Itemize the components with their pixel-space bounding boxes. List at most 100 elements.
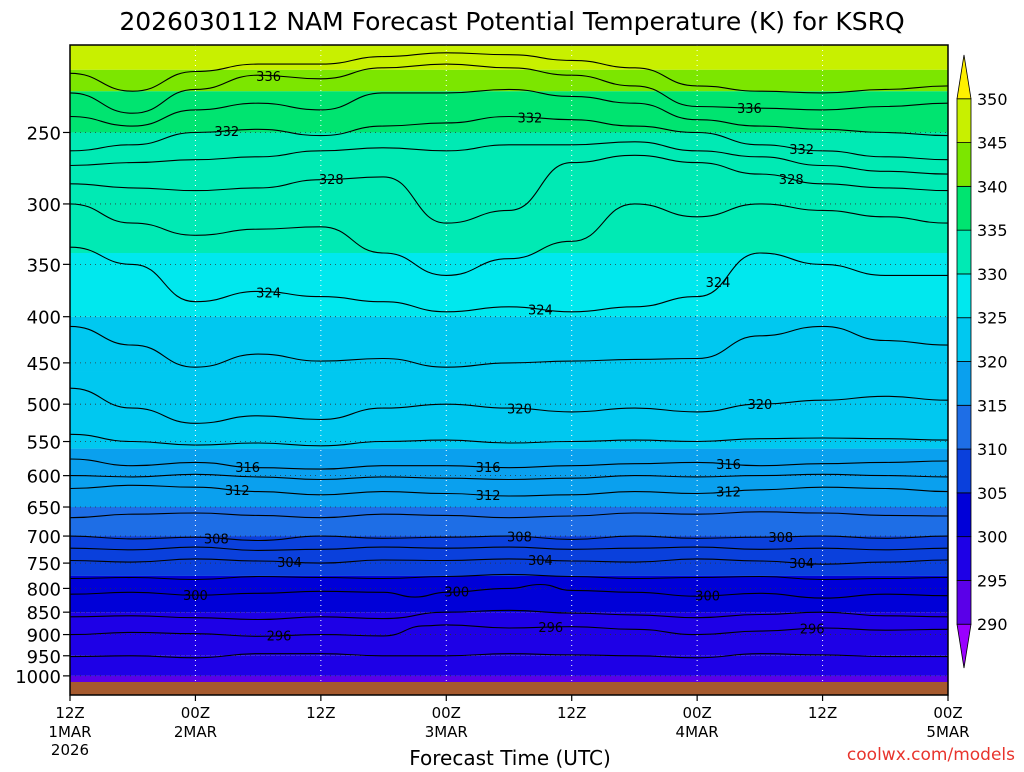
- pressure-tick-label: 750: [27, 554, 61, 575]
- isentrope-label: 296: [800, 623, 825, 638]
- theta-background-bands: [70, 45, 948, 682]
- isentrope-label: 312: [225, 484, 250, 499]
- isentrope-line-296: [70, 624, 948, 637]
- isentrope-line-298: [70, 609, 948, 621]
- gridlines: [70, 45, 948, 682]
- isentrope-label: 316: [235, 461, 260, 476]
- isentrope-label: 324: [706, 276, 731, 291]
- theta-band: [70, 371, 948, 449]
- pressure-tick-label: 250: [27, 123, 61, 144]
- isentrope-label: 332: [789, 143, 814, 158]
- colorbar-swatch: [956, 185, 972, 231]
- time-tick-label: 00Z: [933, 704, 962, 722]
- pressure-tick-label: 500: [27, 395, 61, 416]
- colorbar-swatch: [956, 361, 972, 406]
- colorbar-swatch: [956, 98, 972, 143]
- time-tick-label: 12Z: [557, 704, 586, 722]
- colorbar-label: 345: [977, 134, 1008, 153]
- theta-band: [70, 91, 948, 133]
- time-tick-label: 12Z: [306, 704, 335, 722]
- time-tick-label: 12Z: [55, 704, 84, 722]
- plot-frame: [69, 44, 949, 696]
- isentrope-label: 312: [476, 489, 501, 504]
- isentrope-label: 328: [319, 173, 344, 188]
- colorbar-label: 290: [977, 615, 1008, 634]
- isentrope-line-294: [70, 653, 948, 659]
- theta-band: [70, 132, 948, 253]
- isentrope-label: 296: [267, 630, 292, 645]
- time-tick-label: 2026: [51, 741, 89, 759]
- theta-band: [70, 575, 948, 613]
- isentrope-label: 316: [476, 461, 501, 476]
- theta-band: [70, 536, 948, 576]
- theta-band: [70, 448, 948, 508]
- pressure-tick-label: 600: [27, 467, 61, 488]
- colorbar-label: 325: [977, 309, 1008, 328]
- isentrope-line-320: [70, 387, 948, 424]
- colorbar-label: 320: [977, 353, 1008, 372]
- time-tick-label: 5MAR: [926, 723, 969, 741]
- isentrope-line-306: [70, 546, 948, 551]
- isentrope-label: 308: [204, 532, 229, 547]
- isentrope-line-312: [70, 484, 948, 497]
- colorbar-label: 305: [977, 484, 1008, 503]
- isentrope-label: 304: [789, 557, 814, 572]
- colorbar-swatch: [956, 623, 972, 669]
- colorbar-label: 330: [977, 265, 1008, 284]
- pressure-tick-label: 450: [27, 354, 61, 375]
- colorbar-swatch: [956, 536, 972, 581]
- colorbar-swatch: [956, 229, 972, 275]
- isentrope-line-332: [70, 115, 948, 161]
- isentrope-labels: 296 296 296 300 300 300 304 304 304 308 308 308 312 3…: [183, 70, 825, 645]
- isentrope-label: 320: [747, 398, 772, 413]
- time-tick-label: 00Z: [432, 704, 461, 722]
- colorbar-swatch: [956, 580, 972, 625]
- theta-band: [70, 675, 948, 682]
- colorbar-swatch: [956, 492, 972, 538]
- colorbar-label: 310: [977, 440, 1008, 459]
- pressure-tick-label: 1000: [15, 667, 61, 688]
- isentrope-label: 316: [716, 458, 741, 473]
- isentrope-label: 300: [183, 589, 208, 604]
- isentrope-label: 324: [256, 286, 281, 301]
- credit-text: coolwx.com/models: [847, 745, 1015, 765]
- isentrope-line-328: [70, 154, 948, 224]
- time-tick-label: 00Z: [181, 704, 210, 722]
- isentrope-line-326: [70, 203, 948, 276]
- isentrope-label: 300: [444, 586, 469, 601]
- isentrope-line-322: [70, 325, 948, 368]
- isentrope-line-316: [70, 458, 948, 470]
- isentrope-label: 332: [214, 125, 239, 140]
- time-tick-label: 3MAR: [425, 723, 468, 741]
- isentrope-line-334: [70, 88, 948, 137]
- pressure-tick-label: 400: [27, 308, 61, 329]
- isentrope-label: 308: [507, 531, 532, 546]
- theta-band: [70, 45, 948, 70]
- colorbar-label: 315: [977, 396, 1008, 415]
- isentrope-line-324: [70, 246, 948, 313]
- time-tick-label: 00Z: [682, 704, 711, 722]
- theta-band: [70, 252, 948, 317]
- theta-band: [70, 507, 948, 537]
- chart-title: 2026030112 NAM Forecast Potential Temper…: [119, 7, 904, 36]
- pressure-tick-label: 700: [27, 527, 61, 548]
- pressure-tick-label: 300: [27, 195, 61, 216]
- isentrope-label: 304: [277, 556, 302, 571]
- pressure-tick-label: 800: [27, 579, 61, 600]
- isentrope-lines: [70, 52, 948, 659]
- pressure-tick-label: 650: [27, 498, 61, 519]
- plot-area: 296 296 296 300 300 300 304 304 304 308 308 308 312 3…: [70, 45, 948, 682]
- theta-band: [70, 655, 948, 676]
- isentrope-label: 308: [768, 531, 793, 546]
- isentrope-label: 324: [528, 303, 553, 318]
- isentrope-label: 328: [779, 173, 804, 188]
- isentrope-line-338: [70, 52, 948, 94]
- colorbar-swatch: [956, 142, 972, 187]
- colorbar-label: 295: [977, 571, 1008, 590]
- isentrope-line-314: [70, 473, 948, 481]
- pressure-tick-label: 900: [27, 626, 61, 647]
- colorbar-swatch: [956, 404, 972, 450]
- isentrope-line-310: [70, 511, 948, 519]
- isentrope-label: 296: [538, 621, 563, 636]
